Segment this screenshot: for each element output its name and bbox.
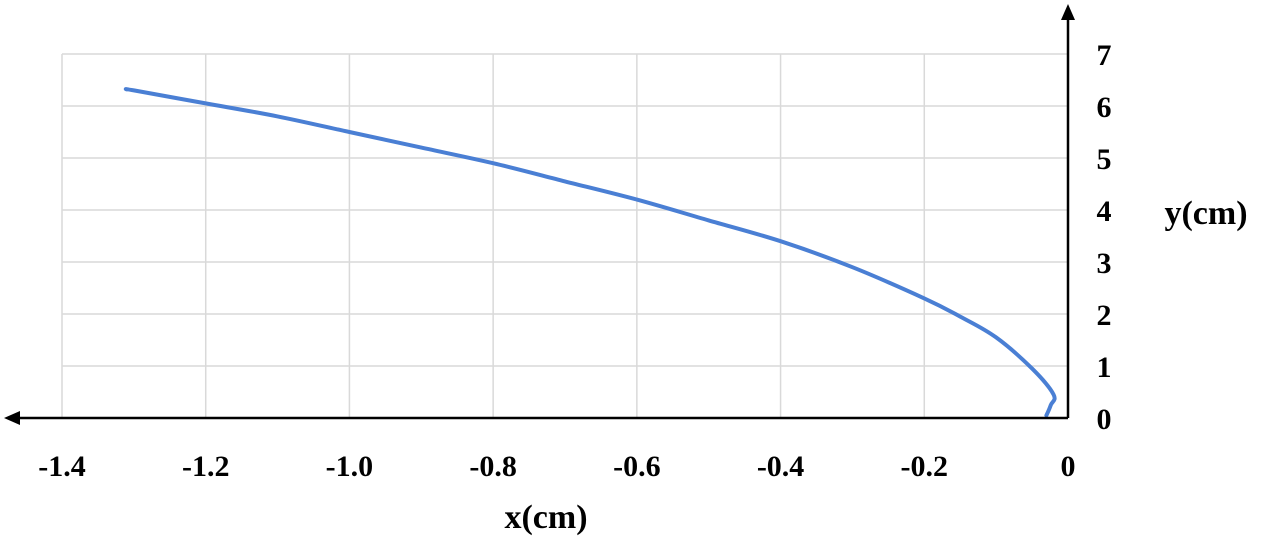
x-tick-label: -0.8 — [469, 450, 517, 483]
y-tick-label: 4 — [1097, 195, 1112, 228]
y-tick-label: 6 — [1097, 91, 1112, 124]
y-axis-arrowhead — [1061, 4, 1075, 20]
x-tick-label: -1.2 — [182, 450, 230, 483]
y-tick-label: 1 — [1097, 351, 1112, 384]
y-tick-label: 7 — [1097, 39, 1112, 72]
x-tick-label: -1.4 — [38, 450, 86, 483]
y-tick-label: 2 — [1097, 299, 1112, 332]
y-tick-label: 5 — [1097, 143, 1112, 176]
series-layer — [123, 87, 1057, 418]
x-tick-label: -0.6 — [613, 450, 661, 483]
x-tick-label: -1.0 — [326, 450, 374, 483]
x-tick-label: -0.4 — [757, 450, 805, 483]
x-axis-title: x(cm) — [504, 499, 587, 536]
tick-labels: -1.4 -1.2 -1.0 -0.8 -0.6 -0.4 -0.2 00 1 2 3 4 5 6 7 — [38, 39, 1111, 483]
y-axis-title: y(cm) — [1164, 195, 1247, 232]
axes — [4, 4, 1075, 425]
y-tick-label: 3 — [1097, 247, 1112, 280]
series-line — [123, 87, 1057, 418]
grid — [61, 53, 1068, 418]
y-tick-label: 0 — [1097, 403, 1112, 436]
x-tick-label: 0 — [1061, 450, 1076, 483]
x-axis-arrowhead — [4, 411, 20, 425]
x-tick-label: -0.2 — [901, 450, 949, 483]
